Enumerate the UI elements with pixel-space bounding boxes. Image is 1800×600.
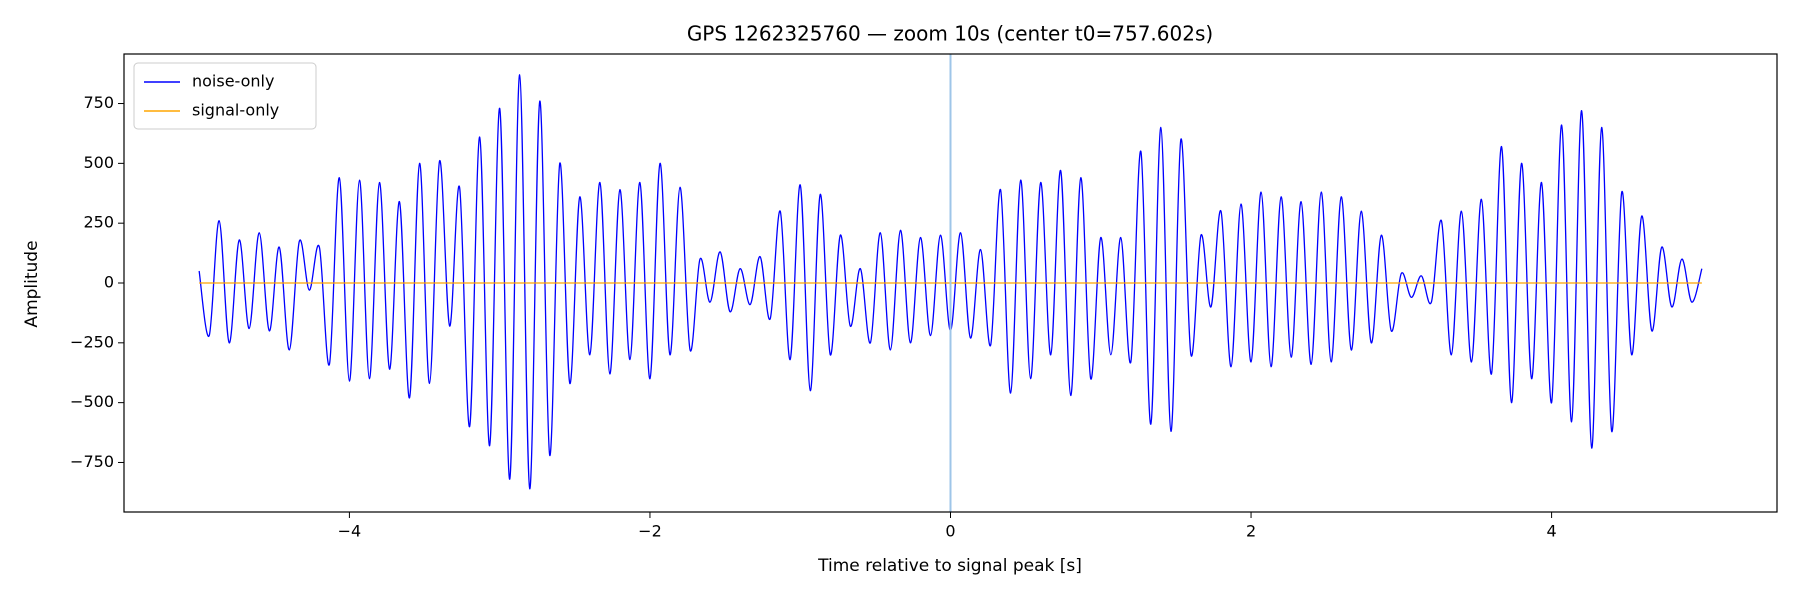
- x-tick-label: −4: [338, 522, 362, 541]
- x-tick-label: 0: [945, 522, 955, 541]
- legend-box: [133, 62, 317, 130]
- x-tick-label: −2: [638, 522, 662, 541]
- x-tick-label: 2: [1246, 522, 1256, 541]
- y-axis-label: Amplitude: [22, 240, 42, 327]
- y-tick-label: −250: [70, 332, 114, 351]
- series-line: [198, 74, 1703, 490]
- legend-label: noise-only: [192, 72, 274, 91]
- y-tick-label: 500: [83, 153, 114, 172]
- plot-area: [198, 54, 1703, 512]
- y-tick-label: 250: [83, 213, 114, 232]
- chart-title: GPS 1262325760 — zoom 10s (center t0=757…: [687, 22, 1213, 46]
- y-tick-label: −750: [70, 452, 114, 471]
- plot-frame: [123, 53, 1778, 513]
- x-tick-label: 4: [1546, 522, 1556, 541]
- y-tick-label: 0: [104, 273, 114, 292]
- y-tick-label: 750: [83, 93, 114, 112]
- y-tick-label: −500: [70, 392, 114, 411]
- x-axis-label: Time relative to signal peak [s]: [817, 556, 1082, 576]
- legend-label: signal-only: [192, 101, 279, 120]
